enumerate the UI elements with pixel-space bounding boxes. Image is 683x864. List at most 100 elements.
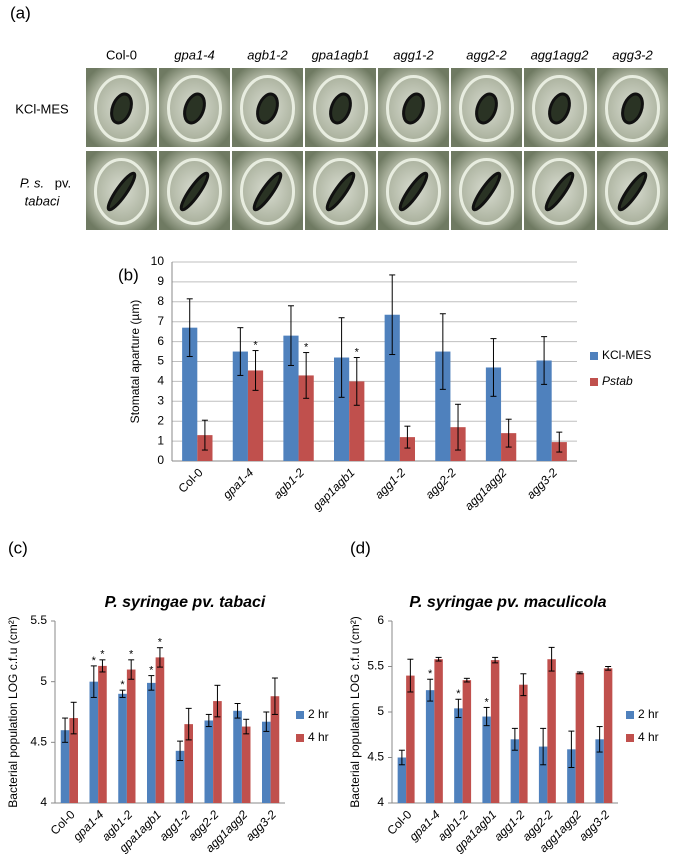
legend-label: 4 hr [308,730,329,744]
y-tick-label: 0 [157,453,164,467]
bar [384,314,400,461]
guard-cell [240,75,295,142]
pore [256,92,279,125]
legend-swatch [296,711,304,719]
bar [575,672,585,803]
guard-cell [605,75,660,142]
pore [398,171,429,212]
guard-cell [532,75,587,142]
bar [406,675,415,803]
bar [485,367,502,461]
bar [482,716,491,803]
column-label: agg3-2 [612,47,653,62]
significance-marker: * [92,655,97,667]
guard-cell [605,158,660,225]
bar [567,749,576,803]
x-tick-label: agg1-2 [156,807,193,844]
bar [397,757,407,803]
bar [60,730,70,803]
significance-marker: * [120,679,125,691]
x-tick-label: agg3-2 [524,465,561,502]
guard-cell [386,158,441,225]
bar [519,684,528,803]
guard-cell [94,158,149,225]
y-tick-label: 3 [157,393,164,407]
x-tick-label: gpa1-4 [406,807,443,844]
pore [110,92,133,125]
row-label: tabaci [25,193,61,208]
significance-marker: * [100,649,105,661]
pore [183,92,206,125]
significance-marker: * [304,341,309,353]
row-label: pv. [55,175,71,190]
legend-swatch [626,711,634,719]
bar [425,690,435,803]
bar [603,668,613,803]
y-tick-label: 6 [377,613,384,627]
panel-label: (a) [10,3,31,22]
chart-title: P. syringae pv. maculicola [409,594,606,611]
guard-cell [459,75,514,142]
bar [69,718,78,803]
bar [155,657,165,803]
x-tick-label: agg1-2 [372,465,409,502]
x-tick-label: agg1-2 [491,807,528,844]
bar [435,351,451,461]
bar [89,681,99,803]
bar [349,381,365,461]
column-label: agg1agg2 [531,47,590,62]
bar [595,739,604,803]
legend-swatch [590,378,598,386]
significance-marker: * [129,649,134,661]
y-tick-label: 6 [157,334,164,348]
bar [510,739,520,803]
legend-swatch [626,734,634,742]
bar [118,693,127,803]
column-label: gpa1agb1 [312,47,370,62]
guard-cell [240,158,295,225]
guard-cell [532,158,587,225]
panel-label: (b) [118,265,139,284]
pore [325,171,356,212]
bar [270,696,280,803]
y-tick-label: 1 [157,433,164,447]
y-axis-label: Bacterial population LOG c.f.u (cm²) [6,616,20,807]
guard-cell [313,158,368,225]
bar [241,726,251,803]
bar [283,335,299,461]
pore [548,92,571,125]
significance-marker: * [253,339,258,351]
y-tick-label: 4.5 [367,750,384,764]
pore [252,171,283,212]
pore [621,92,644,125]
bar [434,659,443,803]
y-tick-label: 5.5 [367,659,384,673]
column-label: gpa1-4 [174,47,214,62]
bar [204,720,214,803]
bar [490,660,500,803]
bar [233,710,242,803]
y-tick-label: 9 [157,274,164,288]
row-label: P. s. [20,175,44,190]
x-tick-label: agg3-2 [243,807,280,844]
bar [175,750,185,803]
x-tick-label: agg2-2 [422,465,459,502]
x-tick-label: agg1agg2 [462,465,510,513]
guard-cell [459,158,514,225]
legend-label: KCl-MES [602,348,651,362]
bar [262,721,271,803]
pore [471,171,502,212]
bar [536,360,552,461]
bar [213,701,222,803]
bar [98,665,107,803]
significance-marker: * [158,637,163,649]
bar [547,659,556,803]
y-tick-label: 4 [40,795,47,809]
pore [544,171,575,212]
legend-label: 4 hr [638,730,659,744]
bar [334,357,350,461]
legend-label: 2 hr [308,707,329,721]
y-tick-label: 5.5 [30,613,47,627]
